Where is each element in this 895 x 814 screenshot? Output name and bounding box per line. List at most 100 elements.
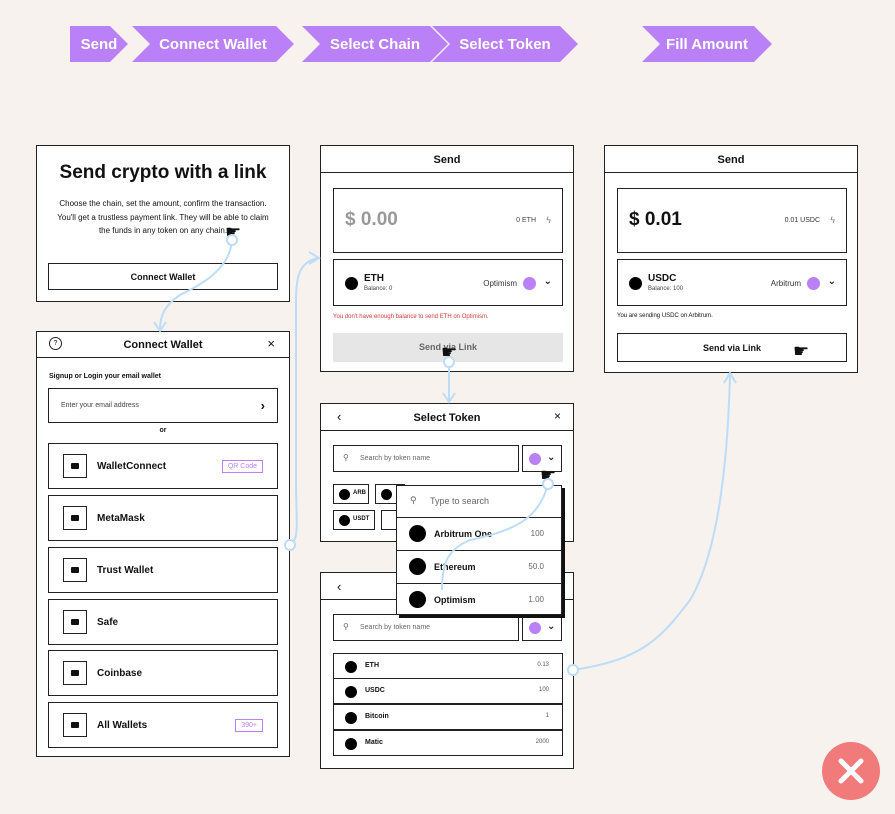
signup-label: Signup or Login your email wallet <box>49 373 162 380</box>
chain-icon <box>523 277 536 290</box>
wallet-option-all-wallets[interactable]: All Wallets 390+ <box>48 702 278 748</box>
amount-field[interactable]: $ 0.01 0.01 USDC ϟ <box>617 188 847 253</box>
chain-name: Arbitrum <box>770 279 801 288</box>
equivalent-value: 0.01 USDC <box>784 217 820 224</box>
send-title: Send <box>433 154 461 166</box>
hand-cursor-icon: ☛ <box>793 341 810 361</box>
connector-arrowhead <box>308 251 321 265</box>
chain-filter-button[interactable]: ⌄ <box>522 445 562 472</box>
chain-option-optimism[interactable]: Optimism 1.00 <box>397 584 561 615</box>
token-icon <box>345 738 357 750</box>
chain-icon <box>529 453 541 465</box>
submit-arrow-icon[interactable]: › <box>260 398 265 413</box>
token-row-bitcoin[interactable]: Bitcoin 1 <box>333 704 563 730</box>
send-title: Send <box>717 154 745 166</box>
chain-filter-button[interactable]: ⌄ <box>522 614 562 641</box>
token-chip-arb[interactable]: ARB <box>333 484 369 504</box>
step-fill-amount: Fill Amount <box>642 26 772 62</box>
swap-icon[interactable]: ϟ <box>546 215 551 225</box>
error-message: You don't have enough balance to send ET… <box>333 314 489 320</box>
chain-option-ethereum[interactable]: Ethereum 50.0 <box>397 551 561 583</box>
hand-cursor-icon: ☛ <box>441 342 458 362</box>
token-search-input[interactable]: ⚲ Search by token name <box>333 614 519 641</box>
token-chip-usdt[interactable]: USDT <box>333 510 375 530</box>
back-icon[interactable]: ‹ <box>337 409 342 424</box>
chevron-down-icon[interactable]: ⌄ <box>547 621 556 632</box>
intro-desc-line-2: You'll get a trustless payment link. The… <box>57 213 269 222</box>
connect-wallet-button[interactable]: Connect Wallet <box>48 263 278 290</box>
divider <box>321 430 573 431</box>
wallet-name: WalletConnect <box>97 461 167 472</box>
search-placeholder: Search by token name <box>360 455 431 462</box>
search-icon: ⚲ <box>343 453 349 462</box>
wallet-name: Safe <box>97 617 119 628</box>
token-icon <box>345 686 357 698</box>
help-icon[interactable]: ? <box>49 337 62 350</box>
divider <box>605 172 857 173</box>
chain-dropdown: ⚲ Type to search Arbitrum One 100 Ethere… <box>396 466 562 615</box>
wallet-name: MetaMask <box>97 513 145 524</box>
token-chain-selector[interactable]: USDC Balance: 100 Arbitrum ⌄ <box>617 259 847 306</box>
swap-icon[interactable]: ϟ <box>830 215 835 225</box>
chain-name: Optimism <box>483 279 517 288</box>
token-name: ETH <box>364 273 384 284</box>
amount-field[interactable]: $ 0.00 0 ETH ϟ <box>333 188 563 253</box>
connect-wallet-title: Connect Wallet <box>123 339 203 351</box>
dropdown-search-placeholder[interactable]: Type to search <box>430 496 490 506</box>
token-icon <box>339 515 350 526</box>
token-chain-selector[interactable]: ETH Balance: 0 Optimism ⌄ <box>333 259 563 306</box>
connect-wallet-button-label: Connect Wallet <box>130 272 196 282</box>
connector-arrowhead <box>153 321 167 333</box>
token-name: Bitcoin <box>365 713 389 720</box>
chevron-down-icon[interactable]: ⌄ <box>547 452 556 463</box>
email-field[interactable]: Enter your email address › <box>48 388 278 423</box>
wallet-option-trust-wallet[interactable]: Trust Wallet <box>48 547 278 593</box>
chevron-down-icon[interactable]: ⌄ <box>543 276 552 287</box>
token-value: 1 <box>545 713 549 719</box>
back-icon[interactable]: ‹ <box>337 579 342 594</box>
close-icon[interactable]: × <box>267 336 275 351</box>
token-row-matic[interactable]: Matic 2000 <box>333 730 563 756</box>
token-row-eth[interactable]: ETH 0.13 <box>333 653 563 679</box>
connector-arrowhead <box>723 371 737 384</box>
wallet-count-badge: 390+ <box>235 719 263 732</box>
close-icon[interactable] <box>822 742 880 800</box>
chain-icon <box>409 591 426 608</box>
token-name: USDC <box>365 687 385 694</box>
wallet-icon <box>63 506 87 530</box>
token-icon <box>345 712 357 724</box>
email-placeholder: Enter your email address <box>61 402 139 409</box>
wallet-option-walletconnect[interactable]: WalletConnect QR Code <box>48 443 278 489</box>
equivalent-value: 0 ETH <box>516 217 536 224</box>
divider <box>321 172 573 173</box>
step-send: Send <box>70 26 128 62</box>
amount-value: $ 0.00 <box>345 209 398 230</box>
chip-label: USDT <box>353 516 370 522</box>
chevron-down-icon[interactable]: ⌄ <box>827 276 836 287</box>
token-name: ETH <box>365 662 379 669</box>
divider <box>37 357 289 358</box>
search-placeholder: Search by token name <box>360 624 431 631</box>
hand-cursor-icon: ☛ <box>225 222 242 242</box>
token-row-usdc[interactable]: USDC 100 <box>333 678 563 704</box>
wallet-option-metamask[interactable]: MetaMask <box>48 495 278 541</box>
step-select-chain: Select Chain <box>302 26 448 62</box>
close-icon[interactable]: × <box>553 409 561 423</box>
chain-icon <box>807 277 820 290</box>
wallet-option-safe[interactable]: Safe <box>48 599 278 645</box>
connect-wallet-panel: ? Connect Wallet × Signup or Login your … <box>36 331 290 757</box>
token-search-input[interactable]: ⚲ Search by token name <box>333 445 519 472</box>
wallet-name: All Wallets <box>97 720 148 731</box>
amount-value: $ 0.01 <box>629 209 682 230</box>
wallet-name: Coinbase <box>97 668 143 679</box>
wallet-icon <box>63 454 87 478</box>
chain-option-name: Optimism <box>434 595 476 605</box>
token-value: 100 <box>538 687 549 693</box>
search-icon: ⚲ <box>410 495 417 505</box>
chain-option-value: 50.0 <box>528 562 544 571</box>
send-via-link-button[interactable]: Send via Link <box>617 333 847 362</box>
step-connect-wallet: Connect Wallet <box>132 26 294 62</box>
step-select-token: Select Token <box>432 26 578 62</box>
wallet-option-coinbase[interactable]: Coinbase <box>48 650 278 696</box>
chain-option-arbitrum-one[interactable]: Arbitrum One 100 <box>397 518 561 550</box>
